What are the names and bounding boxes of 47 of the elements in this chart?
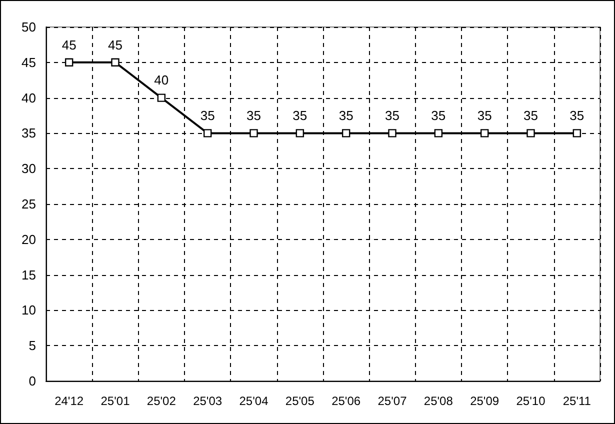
point <box>296 129 304 138</box>
point <box>157 94 166 102</box>
point <box>480 129 489 138</box>
x-tick-label: 25'03 <box>193 394 222 408</box>
point <box>526 129 535 138</box>
x-tick-label: 25'05 <box>285 394 315 408</box>
data-label: 35 <box>431 108 446 124</box>
data-label: 35 <box>338 108 354 124</box>
data-label: 45 <box>108 37 122 52</box>
x-tick-label: 25'09 <box>470 394 500 408</box>
y-tick-label: 30 <box>22 161 36 176</box>
x-tick-label: 25'02 <box>146 394 176 408</box>
x-tick-label: 25'07 <box>378 394 408 408</box>
x-tick-label: 25'08 <box>424 394 454 408</box>
y-tick-label: 25 <box>22 196 36 212</box>
data-label: 40 <box>154 72 169 88</box>
y-tick-label: 15 <box>22 267 36 282</box>
data-label: 35 <box>570 108 584 124</box>
point <box>111 58 120 66</box>
point <box>388 129 396 138</box>
y-tick-label: 20 <box>22 232 36 247</box>
y-tick-label: 40 <box>22 90 36 106</box>
y-tick-label: 35 <box>22 126 36 141</box>
y-tick-label: 5 <box>28 338 36 354</box>
y-tick-label: 50 <box>22 20 36 34</box>
data-label: 35 <box>200 108 215 124</box>
point <box>64 58 74 66</box>
x-tick-label: 25'04 <box>239 394 269 408</box>
data-label: 35 <box>292 108 308 124</box>
y-tick-label: 45 <box>22 54 36 70</box>
data-label: 35 <box>246 108 261 124</box>
point <box>572 129 582 138</box>
x-tick-label: 24'12 <box>54 394 84 408</box>
y-tick-label: 0 <box>28 374 36 388</box>
point <box>203 129 212 138</box>
x-tick-label: 25'10 <box>516 394 546 408</box>
data-label: 35 <box>385 108 400 124</box>
point <box>250 129 258 138</box>
data-label: 35 <box>524 108 538 124</box>
point <box>434 129 443 138</box>
data-label: 35 <box>477 108 492 124</box>
y-tick-label: 10 <box>22 302 36 318</box>
data-label: 45 <box>62 37 76 52</box>
x-tick-label: 25'01 <box>100 394 130 408</box>
x-tick-label: 25'06 <box>332 394 361 408</box>
x-tick-label: 25'11 <box>562 394 592 408</box>
point <box>342 129 350 138</box>
